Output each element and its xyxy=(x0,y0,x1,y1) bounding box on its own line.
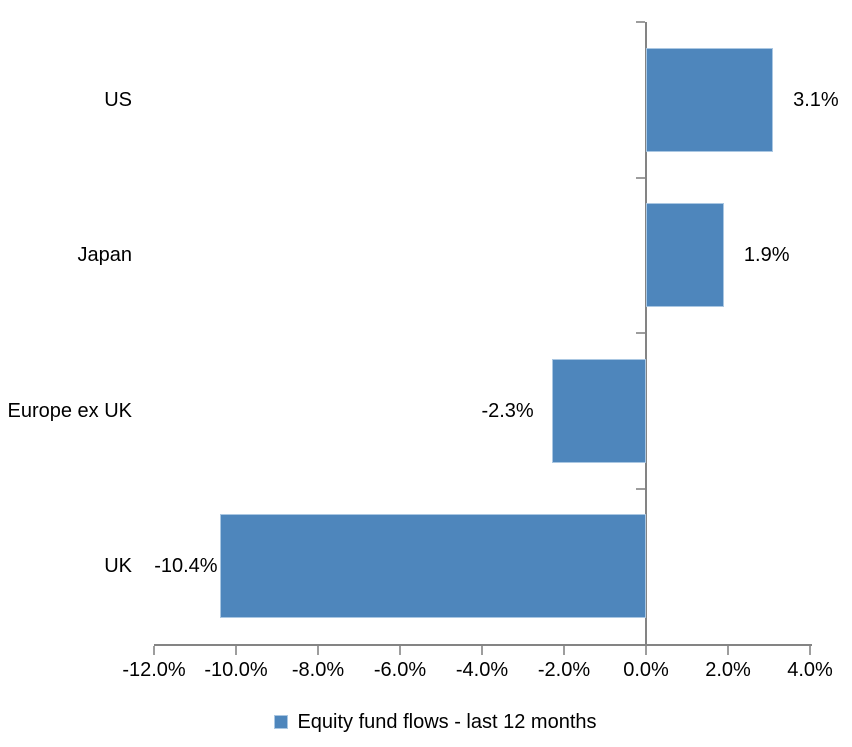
bar-uk xyxy=(219,514,646,619)
x-axis-tick xyxy=(481,646,483,655)
legend: Equity fund flows - last 12 months xyxy=(0,710,852,734)
x-tick-label: 2.0% xyxy=(705,659,751,681)
legend-swatch xyxy=(274,715,289,729)
value-label: 3.1% xyxy=(793,88,839,111)
x-axis-tick xyxy=(317,646,319,655)
value-label: -10.4% xyxy=(154,555,218,578)
y-axis-tick xyxy=(636,332,645,334)
x-tick-label: -12.0% xyxy=(122,659,186,681)
x-tick-label: 4.0% xyxy=(787,659,833,681)
x-axis-tick xyxy=(563,646,565,655)
x-tick-label: -8.0% xyxy=(291,659,345,681)
bar-europe-ex-uk xyxy=(551,358,646,463)
x-tick-label: -2.0% xyxy=(537,659,591,681)
y-axis-tick xyxy=(636,176,645,179)
x-axis-tick xyxy=(809,646,811,655)
legend-label: Equity fund flows - last 12 months xyxy=(297,711,597,733)
x-axis-tick xyxy=(235,646,237,655)
bar-us xyxy=(646,47,774,152)
category-label: US xyxy=(104,88,132,111)
value-label: -2.3% xyxy=(481,399,534,422)
category-label: Japan xyxy=(77,244,133,267)
x-axis-line xyxy=(154,644,812,646)
x-axis-tick xyxy=(645,646,647,655)
x-tick-label: -4.0% xyxy=(455,659,509,681)
x-tick-label: -6.0% xyxy=(373,659,427,681)
y-axis-tick xyxy=(636,487,645,490)
y-axis-line xyxy=(645,22,647,650)
y-axis-tick xyxy=(636,21,645,23)
category-label: Europe ex UK xyxy=(7,399,132,422)
x-axis-tick xyxy=(727,646,729,655)
x-axis-tick xyxy=(399,646,401,655)
x-tick-label: -10.0% xyxy=(204,659,268,681)
x-tick-label: 0.0% xyxy=(623,659,669,681)
value-label: 1.9% xyxy=(743,244,790,267)
bar-japan xyxy=(646,203,724,308)
x-axis-tick xyxy=(153,646,155,655)
category-label: UK xyxy=(104,555,132,578)
